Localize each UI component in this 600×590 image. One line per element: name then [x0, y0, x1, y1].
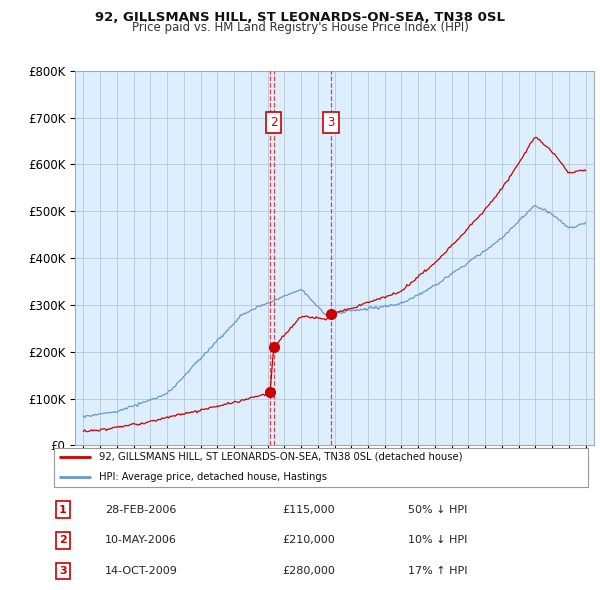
Text: 92, GILLSMANS HILL, ST LEONARDS-ON-SEA, TN38 0SL (detached house): 92, GILLSMANS HILL, ST LEONARDS-ON-SEA, …	[100, 452, 463, 462]
Text: 17% ↑ HPI: 17% ↑ HPI	[408, 566, 467, 576]
Text: £115,000: £115,000	[282, 505, 335, 514]
Text: 1: 1	[59, 505, 67, 514]
Text: 2: 2	[270, 116, 277, 129]
Text: 92, GILLSMANS HILL, ST LEONARDS-ON-SEA, TN38 0SL: 92, GILLSMANS HILL, ST LEONARDS-ON-SEA, …	[95, 11, 505, 24]
Text: 10% ↓ HPI: 10% ↓ HPI	[408, 536, 467, 545]
Text: 3: 3	[327, 116, 335, 129]
Text: £210,000: £210,000	[282, 536, 335, 545]
Text: 3: 3	[59, 566, 67, 576]
Text: Price paid vs. HM Land Registry's House Price Index (HPI): Price paid vs. HM Land Registry's House …	[131, 21, 469, 34]
Text: 50% ↓ HPI: 50% ↓ HPI	[408, 505, 467, 514]
Text: HPI: Average price, detached house, Hastings: HPI: Average price, detached house, Hast…	[100, 472, 328, 482]
Text: £280,000: £280,000	[282, 566, 335, 576]
Text: 14-OCT-2009: 14-OCT-2009	[105, 566, 178, 576]
Text: 2: 2	[59, 536, 67, 545]
Text: 28-FEB-2006: 28-FEB-2006	[105, 505, 176, 514]
Text: 10-MAY-2006: 10-MAY-2006	[105, 536, 177, 545]
